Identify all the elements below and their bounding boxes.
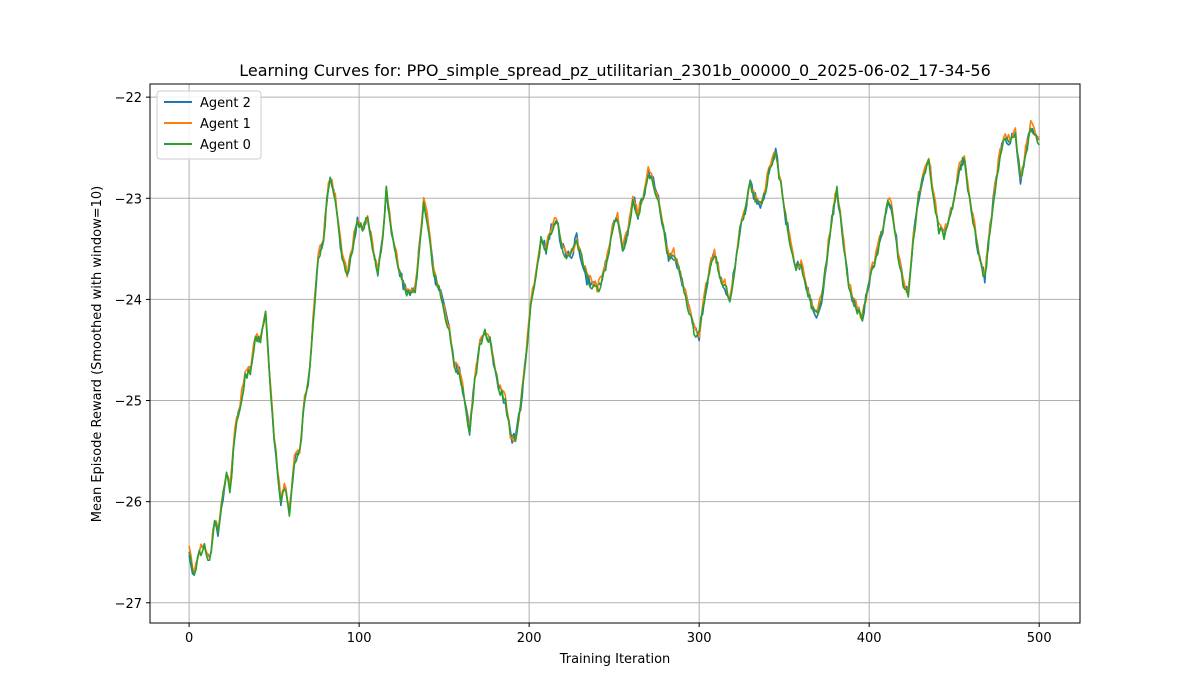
- y-tick-label: −27: [115, 597, 142, 612]
- x-tick-label: 500: [1027, 631, 1052, 646]
- y-tick-label: −23: [115, 192, 142, 207]
- x-axis-label: Training Iteration: [559, 652, 671, 667]
- chart-title: Learning Curves for: PPO_simple_spread_p…: [239, 61, 991, 81]
- series-line-agent-0: [188, 127, 1040, 576]
- x-tick-label: 0: [185, 631, 193, 646]
- y-axis-label: Mean Episode Reward (Smoothed with windo…: [90, 186, 105, 522]
- legend-label-agent-2: Agent 2: [200, 96, 251, 111]
- y-tick-label: −24: [115, 293, 142, 308]
- legend-label-agent-1: Agent 1: [200, 117, 251, 132]
- series-line-agent-1: [188, 119, 1040, 574]
- axis-ticks: 0 100 200 300 400 500 −27 −26 −25 −24 −23 −22: [115, 91, 1052, 646]
- series-lines: [188, 119, 1040, 576]
- grid-lines: [150, 84, 1080, 623]
- y-tick-label: −25: [115, 395, 142, 410]
- y-tick-label: −26: [115, 496, 142, 511]
- y-tick-label: −22: [115, 91, 142, 106]
- plot-frame: [149, 83, 1081, 624]
- x-tick-label: 400: [857, 631, 882, 646]
- series-line-agent-2: [188, 127, 1040, 576]
- x-tick-label: 100: [347, 631, 372, 646]
- legend-label-agent-0: Agent 0: [200, 138, 251, 153]
- legend: Agent 2 Agent 1 Agent 0: [156, 90, 262, 160]
- x-tick-label: 200: [517, 631, 542, 646]
- x-tick-label: 300: [687, 631, 712, 646]
- legend-box: [156, 90, 262, 160]
